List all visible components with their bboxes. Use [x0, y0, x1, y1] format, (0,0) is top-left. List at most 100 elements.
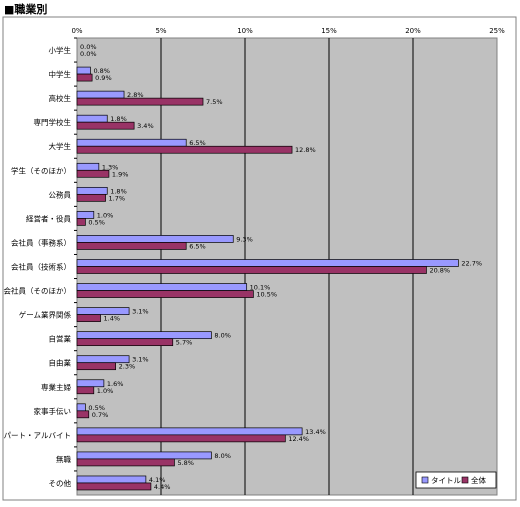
bar — [76, 193, 106, 202]
category-label: 自由業 — [49, 358, 72, 368]
bar — [76, 211, 95, 219]
x-tick-label: 20% — [405, 27, 421, 35]
data-label: 0.5% — [88, 218, 105, 226]
bar — [76, 235, 234, 243]
category-label: 家事手伝い — [34, 406, 72, 416]
bar — [76, 482, 152, 491]
bar — [76, 121, 135, 130]
category-label: 会社員（事務系） — [11, 237, 71, 247]
data-label: 3.1% — [132, 356, 149, 364]
bar — [76, 362, 116, 371]
data-label: 22.7% — [461, 260, 482, 268]
data-label: 1.6% — [107, 380, 124, 388]
category-label: 経営者・役員 — [26, 213, 71, 223]
data-label: 0.5% — [88, 404, 105, 412]
data-label: 3.1% — [132, 308, 149, 316]
legend-label: 全体 — [471, 475, 486, 485]
bar — [76, 114, 108, 123]
data-label: 1.8% — [110, 187, 127, 195]
bar — [76, 73, 93, 82]
data-label: 2.8% — [127, 91, 144, 99]
bar — [76, 162, 100, 171]
category-label: 高校生 — [49, 93, 72, 103]
category-label: 専業主婦 — [41, 382, 71, 392]
bar — [76, 475, 147, 484]
bar — [76, 331, 212, 340]
data-label: 9.3% — [236, 235, 253, 243]
bar — [76, 97, 204, 106]
bar — [76, 427, 303, 436]
bar — [76, 314, 101, 322]
data-label: 20.8% — [429, 267, 450, 275]
category-label: 自営業 — [49, 334, 72, 344]
data-label: 0.9% — [95, 74, 112, 82]
category-label: 公務員 — [49, 189, 72, 199]
category-label: パート・アルバイト — [4, 431, 71, 440]
legend-box — [415, 471, 497, 489]
data-label: 10.1% — [250, 284, 271, 292]
category-label: 大学生 — [49, 141, 72, 151]
data-label: 8.0% — [214, 452, 231, 460]
data-label: 5.8% — [177, 459, 194, 467]
bar — [76, 186, 108, 195]
data-label: 8.0% — [214, 332, 231, 340]
bar — [76, 283, 248, 291]
legend-swatch — [461, 476, 469, 484]
legend-label: タイトル — [431, 476, 461, 485]
data-label: 0.0% — [80, 43, 97, 51]
data-label: 1.7% — [109, 194, 126, 202]
data-label: 0.7% — [92, 411, 109, 419]
category-label: 会社員（そのほか） — [4, 286, 72, 296]
bar — [76, 307, 130, 315]
bar — [76, 259, 459, 267]
chart-section-title: ■職業別 — [4, 3, 48, 16]
category-label: その他 — [49, 478, 72, 488]
data-label: 3.4% — [137, 122, 154, 130]
x-tick-label: 5% — [155, 27, 166, 35]
bar — [76, 218, 86, 226]
data-label: 1.8% — [110, 115, 127, 123]
data-label: 0.0% — [80, 50, 97, 58]
data-label: 1.0% — [97, 211, 114, 219]
bar — [76, 145, 293, 154]
data-label: 4.4% — [154, 483, 171, 491]
data-label: 7.5% — [206, 98, 223, 106]
category-label: 会社員（技術系） — [11, 262, 71, 272]
data-label: 1.0% — [97, 387, 114, 395]
category-label: 学生（そのほか） — [11, 165, 71, 175]
bar — [76, 434, 286, 443]
x-tick-label: 10% — [237, 27, 253, 35]
data-label: 1.3% — [102, 163, 119, 171]
legend-swatch — [421, 476, 429, 484]
category-label: 中学生 — [49, 69, 72, 79]
bar — [76, 266, 427, 274]
x-tick-label: 15% — [321, 27, 337, 35]
data-label: 4.1% — [149, 476, 166, 484]
category-label: 小学生 — [49, 45, 72, 55]
data-label: 6.5% — [189, 242, 206, 250]
x-tick-label: 0% — [71, 27, 82, 35]
x-tick-label: 25% — [489, 27, 505, 35]
bar — [76, 242, 187, 250]
bar — [76, 66, 91, 75]
bar — [76, 410, 90, 419]
bar — [76, 169, 110, 178]
data-label: 5.7% — [176, 339, 193, 347]
data-label: 2.3% — [119, 363, 136, 371]
data-label: 0.8% — [93, 67, 110, 75]
bar — [76, 338, 174, 347]
bar — [76, 379, 105, 388]
category-label: 無職 — [56, 454, 71, 464]
bar — [76, 451, 212, 460]
data-label: 13.4% — [305, 428, 326, 436]
bar — [76, 290, 254, 298]
bar — [76, 355, 130, 364]
bar — [76, 90, 125, 99]
data-label: 10.5% — [256, 291, 277, 299]
bar — [76, 386, 95, 395]
data-label: 6.5% — [189, 139, 206, 147]
data-label: 12.8% — [295, 146, 316, 154]
bar — [76, 138, 187, 147]
